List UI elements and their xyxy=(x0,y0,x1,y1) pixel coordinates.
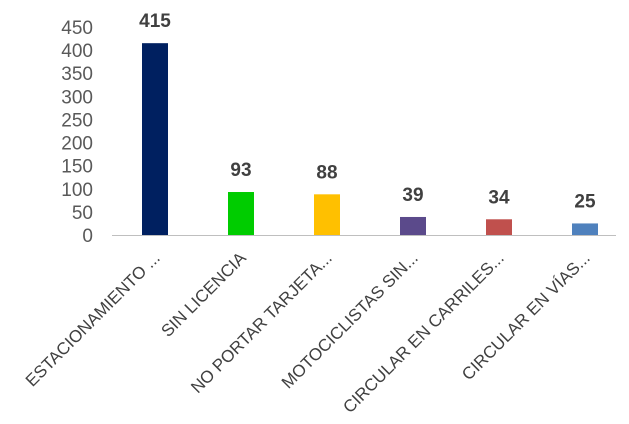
bar xyxy=(400,216,426,235)
data-label: 34 xyxy=(488,187,510,208)
data-label: 415 xyxy=(139,11,171,32)
data-label: 25 xyxy=(574,191,596,212)
data-label: 39 xyxy=(402,185,423,206)
data-label: 93 xyxy=(230,160,251,181)
bar xyxy=(314,194,340,235)
y-tick-label: 300 xyxy=(61,87,93,108)
y-tick-label: 350 xyxy=(61,64,93,85)
bar xyxy=(228,192,254,235)
bar xyxy=(486,219,512,235)
category-label: SIN LICENCIA xyxy=(158,248,251,341)
y-tick-label: 100 xyxy=(61,180,93,201)
y-tick-label: 200 xyxy=(61,134,93,155)
data-label: 88 xyxy=(316,162,337,183)
category-label: CIRCULAR EN CARRILES... xyxy=(339,248,507,416)
y-tick-label: 50 xyxy=(72,203,93,224)
bars xyxy=(142,43,598,235)
category-label: ESTACIONAMIENTO ... xyxy=(22,248,164,390)
y-tick-label: 150 xyxy=(61,157,93,178)
y-tick-label: 0 xyxy=(82,226,93,247)
y-tick-label: 250 xyxy=(61,110,93,131)
bar xyxy=(572,223,598,235)
y-tick-label: 450 xyxy=(61,18,93,39)
data-labels: 415 93 88 39 34 25 xyxy=(139,11,596,212)
bar xyxy=(142,43,168,235)
category-label: NO PORTAR TARJETA... xyxy=(187,248,336,397)
y-tick-label: 400 xyxy=(61,41,93,62)
